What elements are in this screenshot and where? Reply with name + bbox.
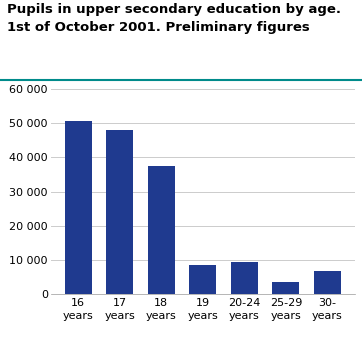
Bar — [148, 166, 174, 294]
Bar — [272, 282, 299, 294]
Bar — [314, 271, 341, 294]
Bar — [64, 121, 92, 294]
Bar — [231, 262, 258, 294]
Bar — [189, 265, 216, 294]
Text: Pupils in upper secondary education by age.
1st of October 2001. Preliminary fig: Pupils in upper secondary education by a… — [7, 3, 341, 35]
Bar — [106, 130, 133, 294]
